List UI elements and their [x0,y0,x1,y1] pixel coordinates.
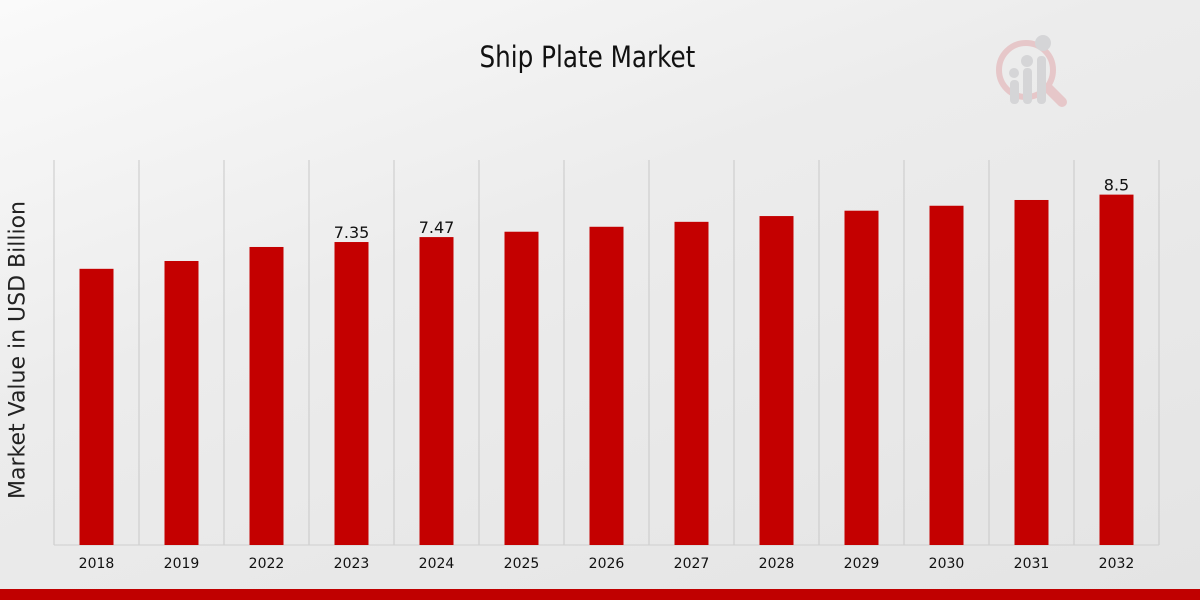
chart-title: Ship Plate Market [479,40,696,74]
x-tick-label: 2019 [164,556,200,572]
footer-accent-bar [0,589,1200,600]
data-label-2032: 8.5 [1104,176,1129,195]
x-tick-label: 2018 [79,556,115,572]
bar-2018 [79,268,114,545]
x-tick-label: 2024 [419,556,455,572]
data-label-2024: 7.47 [419,218,455,237]
bar-2028 [759,216,794,546]
bar-2024 [419,237,454,545]
x-tick-label: 2028 [759,556,795,572]
bar-2031 [1014,199,1049,545]
bar-2025 [504,231,539,546]
bar-2027 [674,221,709,545]
bar-2022 [249,246,284,545]
logo-watermark [996,35,1067,107]
data-label-2023: 7.35 [334,223,370,242]
bar-2019 [164,260,199,545]
x-tick-label: 2022 [249,556,285,572]
x-tick-label: 2032 [1099,556,1135,572]
bar-2023 [334,242,369,545]
x-tick-label: 2026 [589,556,625,572]
x-tick-label: 2025 [504,556,540,572]
bar-2032 [1099,194,1134,545]
bar-2026 [589,226,624,546]
x-tick-label: 2029 [844,556,880,572]
bar-2030 [929,205,964,545]
x-tick-label: 2030 [929,556,965,572]
bar-2029 [844,210,879,545]
x-tick-label: 2031 [1014,556,1050,572]
x-tick-label: 2027 [674,556,710,572]
x-tick-label: 2023 [334,556,370,572]
